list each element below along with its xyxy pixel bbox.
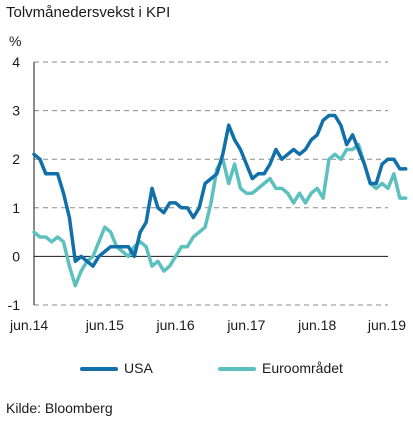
legend-item-usa: USA [80, 360, 153, 376]
series-lines [32, 113, 408, 288]
series-line-usa [32, 113, 408, 268]
y-tick-label: 4 [12, 54, 20, 70]
legend-label-euro: Euroområdet [262, 360, 343, 376]
x-tick-label: jun.14 [9, 317, 48, 333]
y-tick-label: 1 [12, 200, 20, 216]
y-tick-label: -1 [8, 297, 21, 313]
axes [33, 62, 388, 305]
source-note: Kilde: Bloomberg [6, 400, 113, 416]
x-tick-label: jun.16 [156, 317, 195, 333]
x-tick-label: jun.19 [367, 317, 406, 333]
x-tick-label: jun.15 [85, 317, 124, 333]
grid-lines [34, 61, 388, 306]
tick-labels: 4 3 2 1 0 -1 jun.14 jun.15 jun.16 jun.17 jun.18 jun… [8, 54, 407, 333]
x-tick-label: jun.18 [297, 317, 336, 333]
y-axis-unit-label: % [9, 33, 22, 49]
legend-swatch-usa [80, 367, 118, 372]
y-tick-label: 0 [12, 248, 20, 264]
chart-plot: 4 3 2 1 0 -1 jun.14 jun.15 jun.16 jun.17 jun.18 jun… [8, 54, 408, 333]
y-tick-label: 3 [12, 103, 20, 119]
legend-swatch-euro [218, 367, 256, 372]
legend-item-euro: Euroområdet [218, 360, 343, 376]
y-tick-label: 2 [12, 151, 20, 167]
legend-label-usa: USA [124, 360, 153, 376]
x-tick-label: jun.17 [226, 317, 265, 333]
chart-title: Tolvmånedersvekst i KPI [6, 4, 171, 21]
